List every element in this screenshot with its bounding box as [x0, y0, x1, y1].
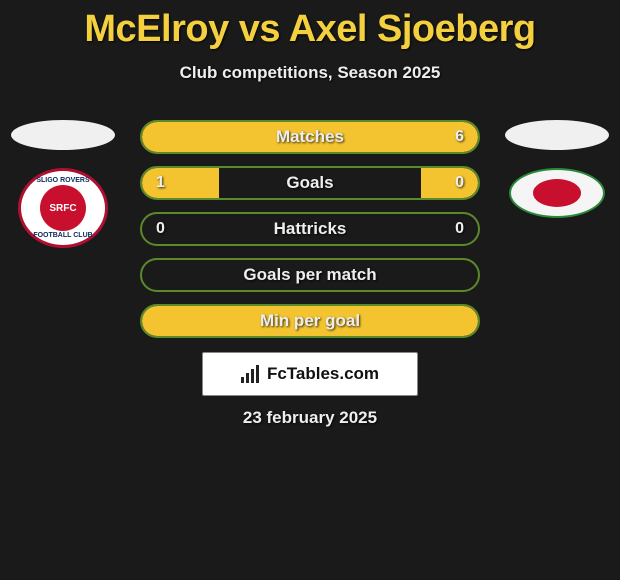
stat-fill-right	[421, 168, 478, 198]
stat-label: Goals	[286, 173, 333, 193]
stat-value-right: 6	[455, 128, 464, 146]
stat-row: 6 Matches	[140, 120, 480, 154]
subtitle: Club competitions, Season 2025	[0, 63, 620, 83]
club-left-top-text: SLIGO ROVERS	[21, 177, 105, 184]
stat-row: Min per goal	[140, 304, 480, 338]
stat-row: 1 0 Goals	[140, 166, 480, 200]
club-badge-left: SLIGO ROVERS SRFC FOOTBALL CLUB	[18, 168, 108, 248]
stat-row: Goals per match	[140, 258, 480, 292]
stat-value-left: 1	[156, 174, 165, 192]
stat-fill-left	[142, 168, 219, 198]
stat-label: Hattricks	[274, 219, 347, 239]
player-right-silhouette	[505, 120, 609, 150]
date-text: 23 february 2025	[0, 408, 620, 428]
brand-box[interactable]: FcTables.com	[202, 352, 418, 396]
player-right-column	[502, 120, 612, 218]
player-left-silhouette	[11, 120, 115, 150]
player-left-column: SLIGO ROVERS SRFC FOOTBALL CLUB	[8, 120, 118, 248]
stat-value-right: 0	[455, 220, 464, 238]
comparison-chart: 6 Matches 1 0 Goals 0 0 Hattricks Goals per matc…	[140, 120, 480, 350]
stat-label: Min per goal	[260, 311, 360, 331]
stat-value-left: 0	[156, 220, 165, 238]
stat-label: Matches	[276, 127, 344, 147]
club-left-bottom-text: FOOTBALL CLUB	[21, 232, 105, 239]
club-badge-right	[509, 168, 605, 218]
page-title: McElroy vs Axel Sjoeberg	[0, 0, 620, 51]
bar-chart-icon	[241, 365, 261, 383]
club-left-short: SRFC	[49, 203, 76, 214]
brand-label: FcTables.com	[267, 364, 379, 384]
stat-value-right: 0	[455, 174, 464, 192]
stat-label: Goals per match	[243, 265, 376, 285]
stat-row: 0 0 Hattricks	[140, 212, 480, 246]
